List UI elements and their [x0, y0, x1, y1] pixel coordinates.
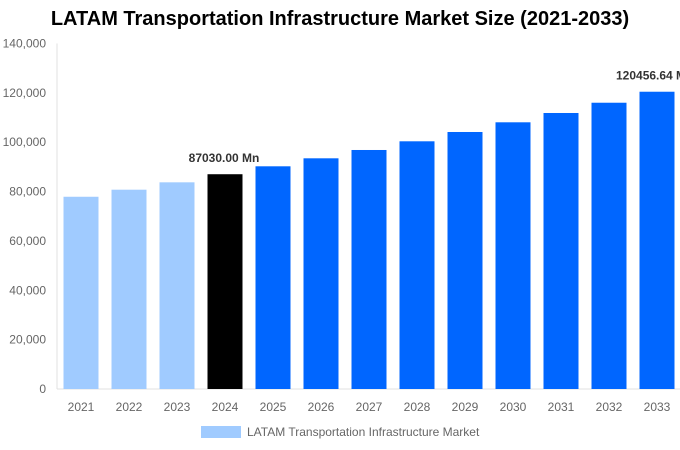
- bar-2024: [207, 174, 243, 389]
- y-tick-label: 20,000: [9, 333, 46, 347]
- bar-2026: [303, 158, 339, 389]
- y-tick-label: 60,000: [9, 234, 46, 248]
- y-tick-label: 100,000: [3, 135, 47, 149]
- x-tick-label: 2033: [644, 400, 671, 414]
- x-tick-label: 2025: [260, 400, 287, 414]
- legend-swatch: [201, 426, 241, 438]
- bar-2022: [111, 189, 147, 389]
- x-tick-label: 2029: [452, 400, 479, 414]
- data-label: 120456.64 Mn: [616, 69, 680, 83]
- x-tick-label: 2023: [164, 400, 191, 414]
- bar-2027: [351, 149, 387, 389]
- bar-2028: [399, 141, 435, 389]
- x-tick-label: 2030: [500, 400, 527, 414]
- y-tick-label: 140,000: [3, 37, 47, 51]
- chart-title: LATAM Transportation Infrastructure Mark…: [50, 8, 630, 30]
- x-tick-label: 2026: [308, 400, 335, 414]
- y-tick-label: 80,000: [9, 185, 46, 199]
- bar-2030: [495, 122, 531, 389]
- x-tick-label: 2031: [548, 400, 575, 414]
- bar-2029: [447, 131, 483, 389]
- bar-2025: [255, 166, 291, 389]
- x-tick-label: 2032: [596, 400, 623, 414]
- bar-2023: [159, 182, 195, 389]
- bar-2032: [591, 102, 627, 389]
- bar-2031: [543, 112, 579, 389]
- data-label: 87030.00 Mn: [189, 151, 260, 165]
- bar-2021: [63, 196, 99, 389]
- x-tick-label: 2028: [404, 400, 431, 414]
- x-tick-label: 2021: [68, 400, 95, 414]
- x-tick-label: 2022: [116, 400, 143, 414]
- legend-label: LATAM Transportation Infrastructure Mark…: [247, 425, 480, 439]
- x-tick-label: 2027: [356, 400, 383, 414]
- y-tick-label: 120,000: [3, 86, 47, 100]
- legend: LATAM Transportation Infrastructure Mark…: [201, 425, 479, 439]
- y-tick-label: 40,000: [9, 283, 46, 297]
- x-tick-label: 2024: [212, 400, 239, 414]
- bar-2033: [639, 91, 675, 389]
- y-tick-label: 0: [39, 382, 46, 396]
